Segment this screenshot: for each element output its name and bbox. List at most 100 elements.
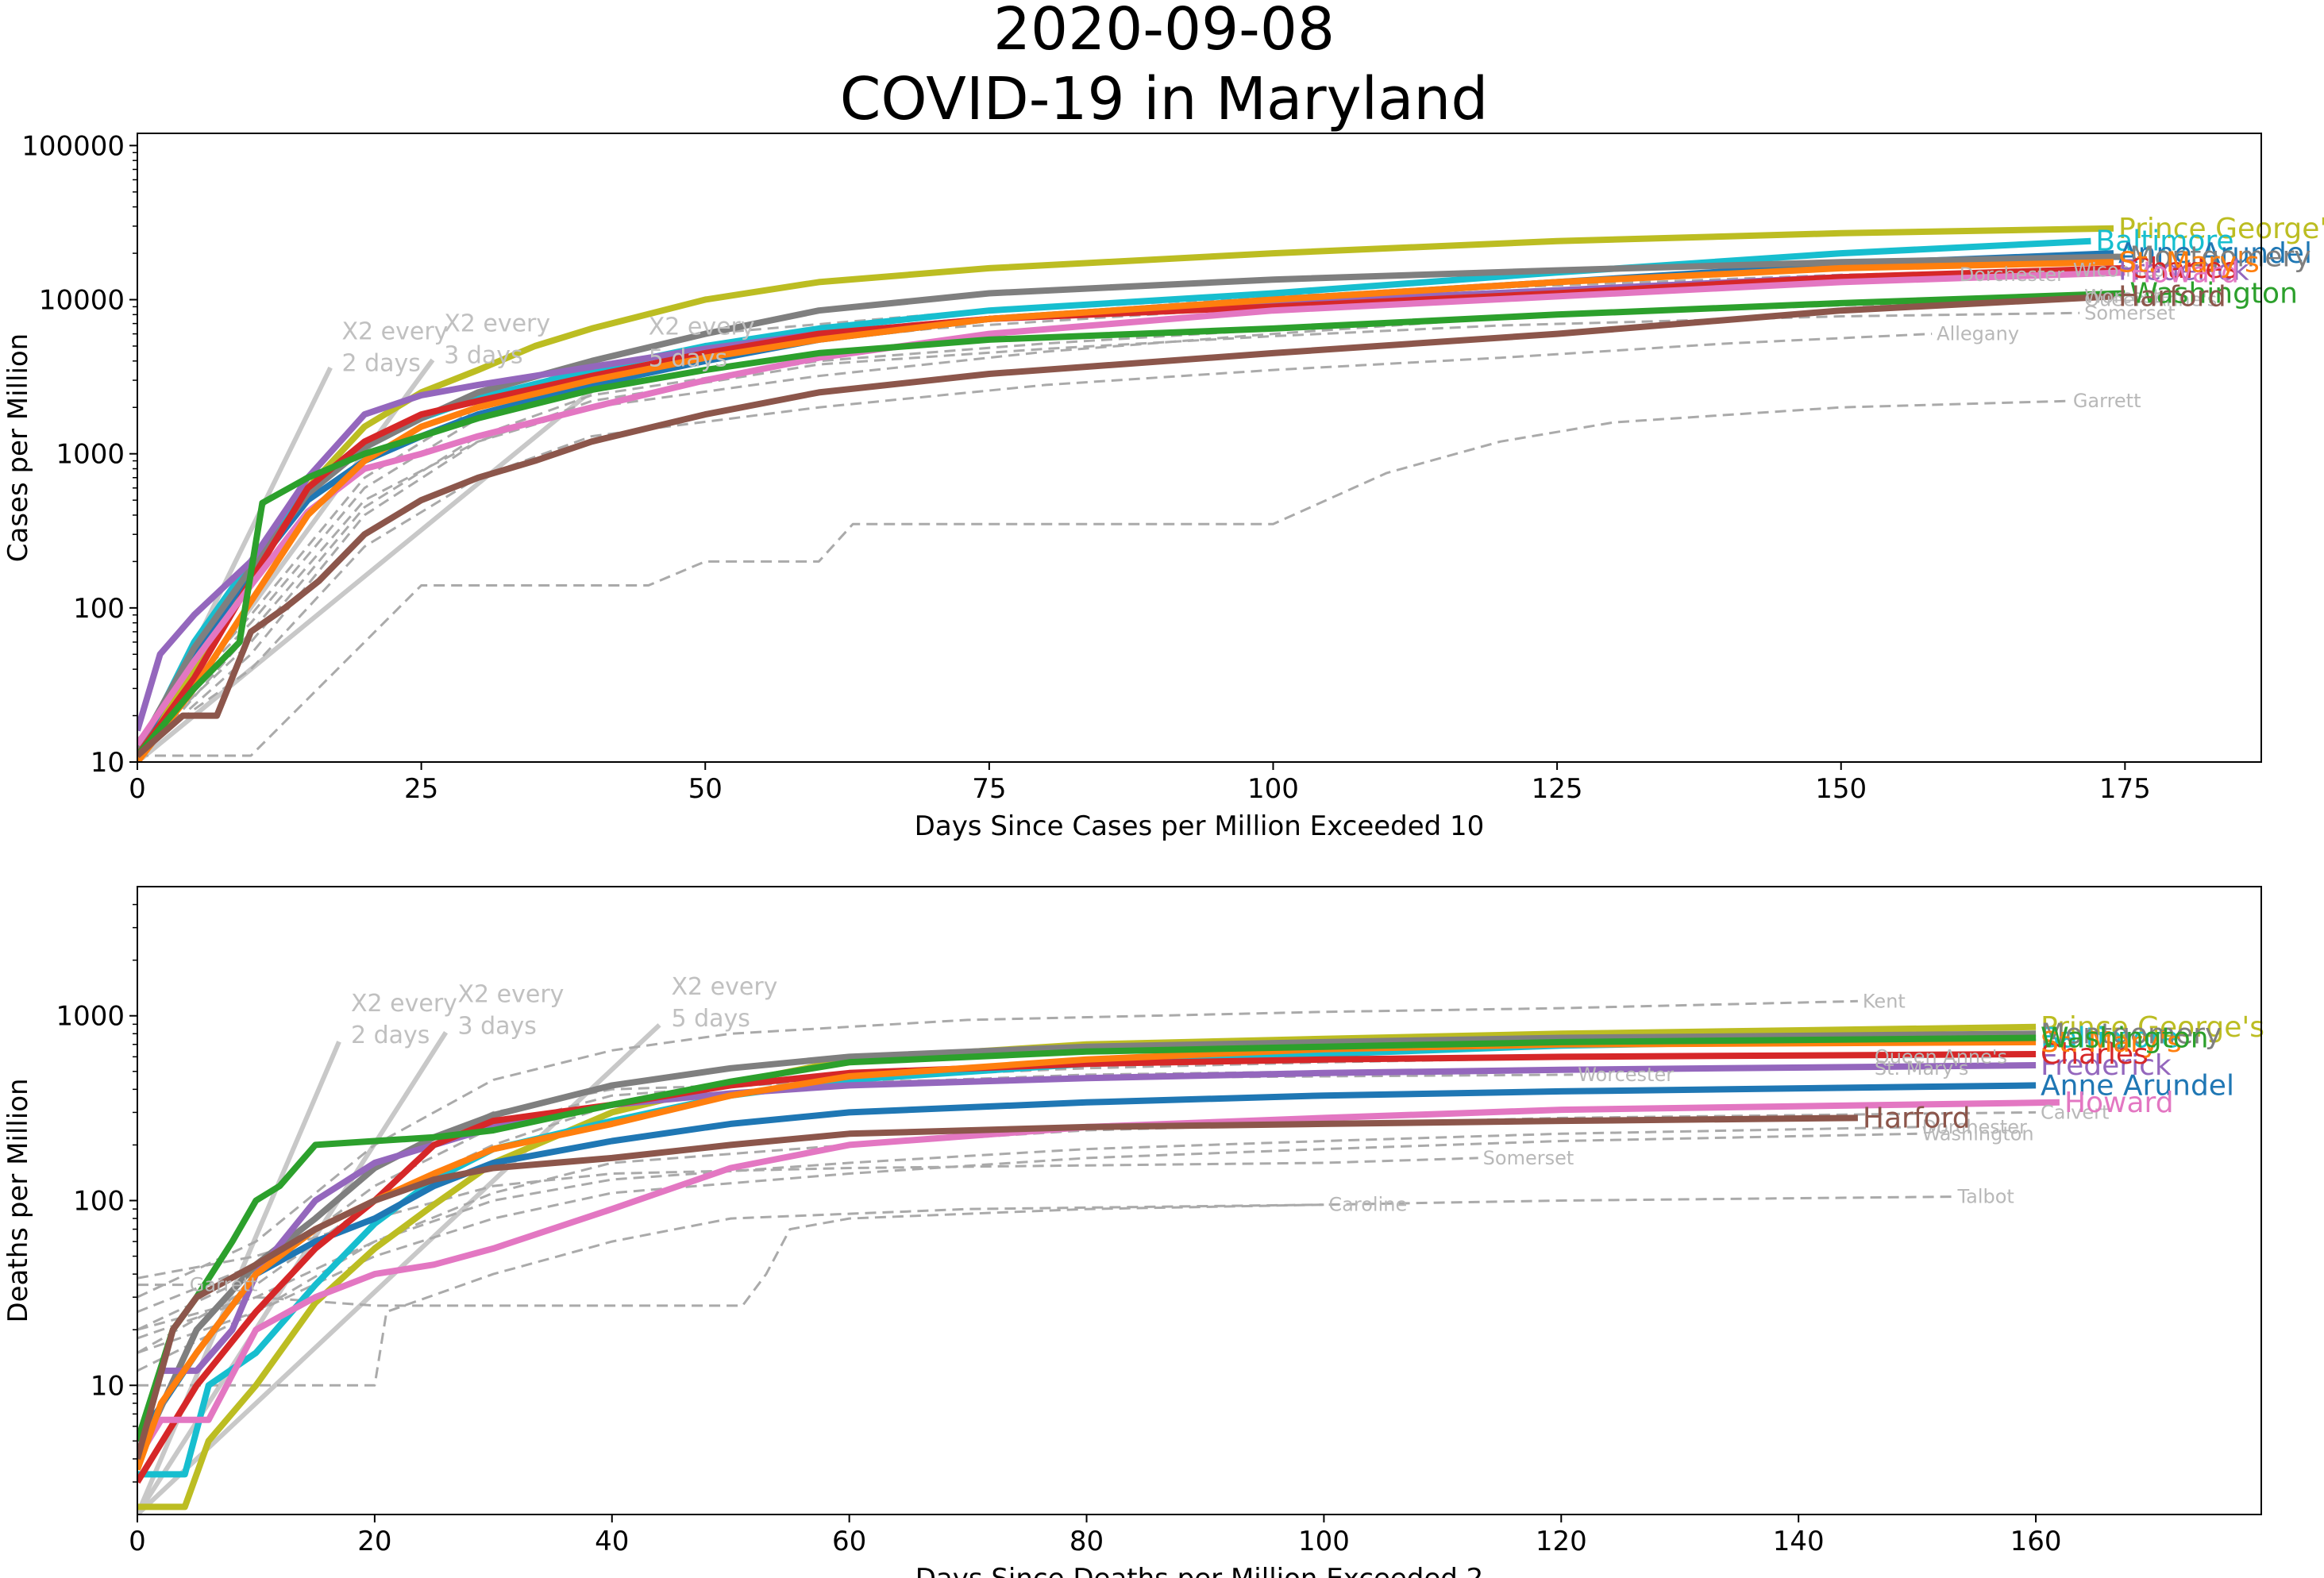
series-label-washington: Washington (2129, 277, 2298, 310)
doubling-guide-label: X2 every (351, 990, 457, 1018)
doubling-guide-label: 2 days (341, 349, 420, 377)
x-tick-label: 80 (1070, 1526, 1104, 1557)
x-tick-label: 100 (1247, 773, 1299, 805)
x-tick-label: 25 (404, 773, 438, 805)
series-label-st-mary-s: St. Mary's (1875, 1057, 1969, 1080)
series-line-allegany (137, 333, 1933, 751)
series-label-somerset: Somerset (1483, 1147, 1574, 1169)
y-axis-label: Cases per Million (2, 333, 34, 563)
series-line-st-mary-s (137, 259, 2114, 762)
series-label-montgomery: Montgomery (2129, 241, 2311, 273)
series-label-baltimore: Baltimore (2041, 1022, 2179, 1054)
series-label-washington: Washington (2041, 1022, 2209, 1054)
series-label-caroline: Caroline (1328, 1194, 1407, 1216)
series-label-worcester: Worcester (1578, 1064, 1674, 1086)
x-tick-label: 0 (129, 1526, 146, 1557)
x-tick-label: 150 (1815, 773, 1867, 805)
x-tick-label: 100 (1298, 1526, 1350, 1557)
series-label-baltimore: Baltimore (2095, 225, 2233, 258)
x-axis-label: Days Since Cases per Million Exceeded 10 (915, 810, 1485, 842)
doubling-guide-label: X2 every (649, 314, 755, 341)
y-tick-label: 100000 (21, 130, 125, 162)
series-label-allegany: Allegany (1937, 323, 2019, 345)
doubling-guide-line (137, 1041, 341, 1514)
series-line-washington (137, 1034, 2037, 1442)
series-line-caroline (137, 1203, 1324, 1387)
series-line-st-mary-s (137, 1038, 2037, 1471)
plot-frame (137, 133, 2262, 763)
series-label-charles: Charles (2129, 252, 2237, 285)
x-tick-label: 175 (2099, 773, 2151, 805)
y-tick-label: 100 (73, 593, 125, 625)
series-label-st-mary-s: St. Mary's (2041, 1026, 2182, 1059)
x-tick-label: 125 (1532, 773, 1583, 805)
series-line-frederick (137, 267, 2114, 732)
x-tick-label: 160 (2010, 1526, 2062, 1557)
series-label-anne-arundel: Anne Arundel (2041, 1069, 2234, 1102)
series-label-prince-george-s: Prince George's (2041, 1011, 2264, 1044)
x-tick-label: 60 (832, 1526, 866, 1557)
series-label-queen-anne-s: Queen Anne's (2084, 289, 2217, 311)
plot-area (137, 999, 2060, 1514)
series-label-st-mary-s: St. Mary's (2118, 246, 2260, 279)
series-label-dorchester: Dorchester (1960, 264, 2064, 286)
x-tick-label: 140 (1773, 1526, 1825, 1557)
series-label-howard: Howard (2064, 1087, 2174, 1119)
doubling-guide-label: X2 every (341, 318, 448, 345)
series-label-garrett: Garrett (190, 1274, 258, 1296)
series-line-harford (137, 293, 2114, 759)
series-label-frederick: Frederick (2041, 1049, 2172, 1082)
doubling-guide-label: X2 every (457, 981, 564, 1009)
series-label-howard: Howard (2129, 256, 2239, 289)
series-label-washington: Washington (1922, 1122, 2034, 1145)
series-label-kent: Kent (1863, 990, 1906, 1012)
y-axis-label: Deaths per Million (2, 1078, 34, 1322)
series-line-kent (137, 999, 1858, 1299)
x-axis-label: Days Since Deaths per Million Exceeded 2 (915, 1563, 1484, 1578)
doubling-guide-label: 2 days (351, 1022, 430, 1049)
y-tick-label: 100 (73, 1186, 125, 1218)
doubling-guide-label: X2 every (444, 310, 550, 338)
doubling-guide-label: 3 days (444, 342, 522, 370)
series-label-queen-anne-s: Queen Anne's (1875, 1045, 2007, 1068)
plot-area (137, 225, 2126, 762)
series-line-washington (137, 290, 2126, 758)
series-line-montgomery (137, 253, 2126, 752)
series-label-garrett: Garrett (2073, 390, 2141, 412)
y-tick-label: 10 (91, 747, 125, 779)
series-label-montgomery: Montgomery (2041, 1018, 2222, 1050)
series-line-garrett (137, 399, 2068, 757)
y-tick-label: 1000 (56, 1001, 125, 1033)
doubling-guide-line (137, 361, 628, 762)
series-label-talbot: Talbot (1956, 1186, 2014, 1208)
series-label-somerset: Somerset (2084, 302, 2176, 324)
series-label-charles: Charles (2041, 1038, 2149, 1071)
series-label-harford: Harford (2118, 280, 2226, 313)
series-label-harford: Harford (1863, 1102, 1971, 1134)
series-line-charles (137, 1051, 2037, 1484)
y-tick-label: 10000 (39, 285, 125, 317)
y-tick-label: 1000 (56, 439, 125, 471)
series-line-talbot (137, 1195, 1953, 1331)
series-line-somerset (137, 311, 2080, 757)
series-line-howard (137, 269, 2126, 747)
x-tick-label: 50 (688, 773, 723, 805)
plot-frame (137, 886, 2262, 1515)
figure-title-line2: COVID-19 in Maryland (840, 65, 1489, 133)
x-tick-label: 0 (129, 773, 146, 805)
series-label-frederick: Frederick (2118, 255, 2249, 287)
doubling-guide-label: 3 days (457, 1013, 536, 1041)
doubling-guide-label: 5 days (649, 345, 727, 373)
x-tick-label: 120 (1536, 1526, 1587, 1557)
series-label-calvert: Calvert (2041, 1101, 2109, 1123)
series-line-charles (137, 264, 2126, 758)
series-line-queen-anne-s (137, 298, 2080, 762)
series-label-dorchester: Dorchester (1922, 1116, 2027, 1138)
doubling-guide-label: 5 days (671, 1005, 750, 1033)
series-label-prince-george-s: Prince George's (2118, 213, 2324, 245)
x-tick-label: 20 (357, 1526, 391, 1557)
x-tick-label: 75 (972, 773, 1006, 805)
x-tick-label: 40 (595, 1526, 629, 1557)
